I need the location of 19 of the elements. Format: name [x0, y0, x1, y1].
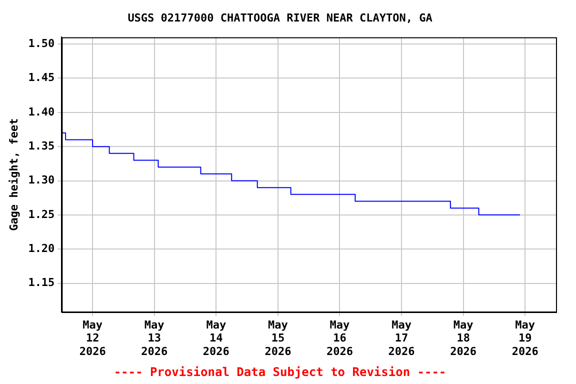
- x-tick-label: May 18 2026: [450, 318, 477, 358]
- y-tick-label: 1.40: [28, 105, 55, 118]
- x-tick-label: May 13 2026: [141, 318, 168, 358]
- y-tick-label: 1.35: [28, 139, 55, 152]
- y-tick-label: 1.50: [28, 36, 55, 50]
- x-tick-label: May 15 2026: [264, 318, 292, 358]
- y-tick-label: 1.20: [28, 242, 55, 255]
- text: ---- Provisional Data Subject to Revision ----: [114, 364, 446, 379]
- x-tick-label: May 12 2026: [79, 318, 106, 358]
- y-tick-label: 1.15: [28, 276, 55, 290]
- x-tick-label: May 14 2026: [202, 318, 230, 358]
- y-tick-label: 1.25: [28, 208, 55, 221]
- y-axis-title: Gage height, feet: [7, 118, 20, 231]
- y-tick-label: 1.30: [28, 174, 55, 187]
- y-tick-label: 1.45: [28, 71, 55, 84]
- x-tick-label: May 16 2026: [326, 318, 354, 358]
- chart-title: USGS 02177000 CHATTOOGA RIVER NEAR CLAYTON, GA: [128, 11, 433, 24]
- x-tick-label: May 17 2026: [388, 318, 416, 358]
- x-tick-label: May 19 2026: [512, 318, 539, 358]
